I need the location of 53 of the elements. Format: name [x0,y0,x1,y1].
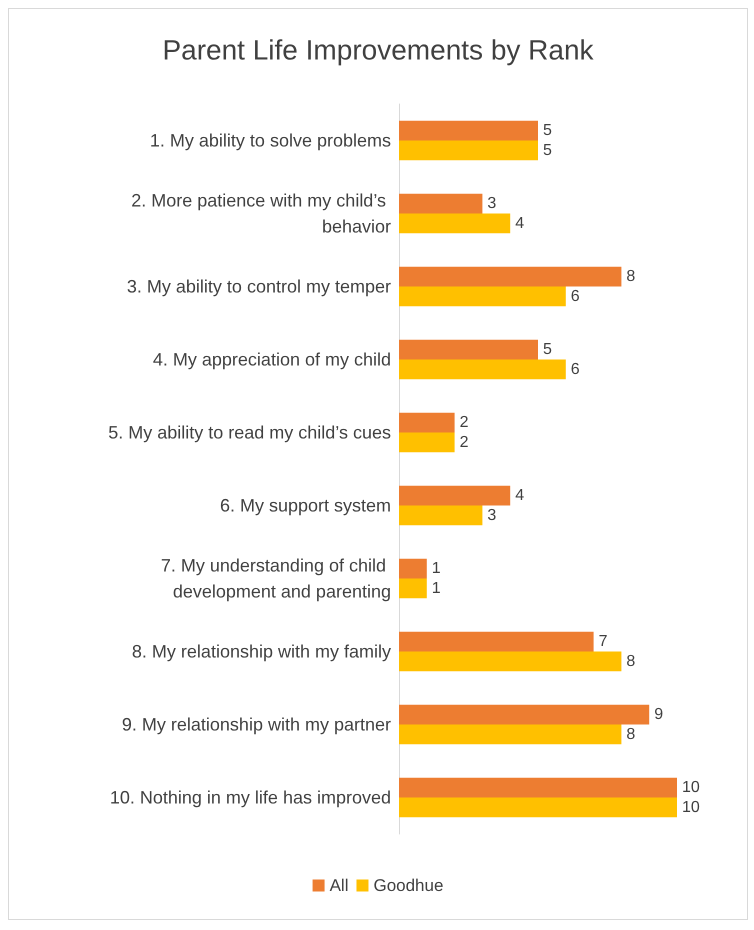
data-label: 5 [543,142,552,159]
chart-title: Parent Life Improvements by Rank [162,34,595,66]
bar [399,432,455,452]
bar [399,140,538,160]
bar [399,578,427,598]
bar [399,798,677,818]
y-tick-label: 6. My support system [220,496,391,516]
data-label: 2 [460,414,469,432]
bar [399,214,510,234]
bar [399,266,622,286]
legend-label: Goodhue [373,876,444,895]
data-label: 6 [570,360,580,378]
data-label: 3 [487,506,496,524]
data-label: 1 [432,560,441,578]
bar [399,704,650,724]
bar [399,506,482,526]
data-label: 4 [515,487,524,504]
y-tick-label: 2. More patience with my child’s behavior [131,190,392,236]
bar [399,340,538,360]
bar [399,360,566,380]
legend-label: All [330,876,348,895]
data-label: 7 [598,633,608,650]
data-label: 2 [460,434,469,451]
bar [399,486,510,506]
y-tick-label: 8. My relationship with my family [132,642,391,662]
data-label: 3 [487,195,496,212]
y-tick-label: 7. My understanding of child development and parenting [160,556,391,602]
data-label: 9 [654,706,664,724]
y-tick-label: 10. Nothing in my life has improved [110,788,391,808]
bar [399,194,482,214]
data-label: 10 [682,779,700,796]
data-label: 10 [682,798,700,816]
data-label: 8 [626,268,636,286]
bar [399,632,594,652]
data-label: 8 [626,726,636,743]
y-tick-label: 4. My appreciation of my child [152,350,391,370]
bar [399,724,622,744]
data-label: 5 [543,341,552,358]
bar [399,652,622,672]
data-label: 1 [432,580,441,597]
data-label: 4 [515,214,524,232]
bar [399,558,427,578]
y-tick-label: 3. My ability to control my temper [126,276,391,296]
y-tick-label: 5. My ability to read my child’s cues [108,422,391,442]
bar [399,120,538,140]
bar [399,286,566,306]
bar [399,412,455,432]
bar [399,778,677,798]
y-tick-label: 1. My ability to solve problems [150,130,391,150]
y-tick-label: 9. My relationship with my partner [122,714,391,734]
data-label: 5 [543,122,552,140]
data-label: 8 [626,652,636,670]
data-label: 6 [570,288,580,305]
